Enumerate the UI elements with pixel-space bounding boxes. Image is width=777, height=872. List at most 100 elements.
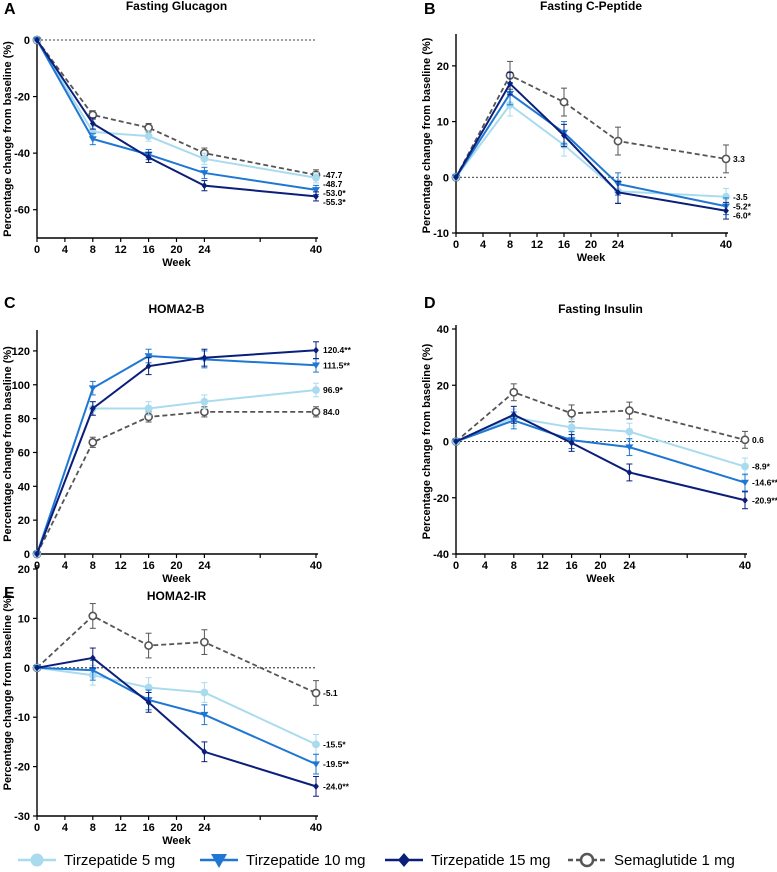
x-tick-label: 40: [739, 560, 751, 572]
x-tick-label: 40: [310, 822, 322, 834]
data-point: [200, 688, 209, 697]
y-tick-label: 120: [12, 346, 30, 358]
panel-title: Fasting Insulin: [558, 302, 643, 316]
data-point: [311, 407, 321, 417]
x-tick-label: 0: [34, 244, 40, 256]
y-tick-label: -10: [14, 712, 30, 724]
panel-title: HOMA2-B: [149, 302, 205, 316]
data-point: [89, 119, 96, 128]
series-line: [36, 614, 317, 694]
x-tick-label: 16: [142, 822, 154, 834]
y-tick-label: 0: [24, 663, 30, 675]
x-tick-label: 20: [170, 560, 182, 572]
legend-marker: [211, 854, 227, 868]
y-axis-label: Percentage change from baseline (%): [2, 346, 14, 542]
data-point: [561, 131, 567, 140]
end-value-label: -47.7: [323, 170, 343, 180]
data-point: [144, 404, 153, 413]
data-point: [145, 153, 152, 161]
x-tick-label: 8: [90, 822, 96, 834]
panel-c: CHOMA2-B1201008060402000481216202440Week…: [2, 295, 352, 585]
y-tick-label: 0: [443, 172, 449, 184]
series-t5: [33, 382, 320, 558]
data-point: [88, 136, 97, 143]
x-tick-label: 16: [142, 560, 154, 572]
panel-letter: A: [4, 1, 16, 18]
y-tick-label: 40: [437, 324, 449, 336]
y-axis-label: Percentage change from baseline (%): [421, 343, 433, 539]
legend-marker: [30, 853, 44, 867]
y-tick-label: 20: [437, 61, 449, 73]
panel-d: D Fasting Insulin 40 20 0 -20 -40 0 4 8 12 16 20 24 40…: [421, 295, 777, 585]
end-value-label: 111.5**: [323, 360, 351, 370]
x-tick-label: 20: [170, 244, 182, 256]
series-sema: [32, 406, 321, 559]
panel-letter: E: [4, 585, 15, 602]
data-point: [312, 740, 320, 749]
end-value-label: -48.7: [323, 179, 343, 189]
panel-e: E HOMA2-IR 20 10 0 -10 -20 -30 0 4 8 12 16 20 24 40 Week…: [2, 564, 350, 847]
data-point: [453, 173, 459, 181]
data-point: [613, 136, 623, 146]
end-value-label: 3.3: [733, 154, 745, 164]
end-value-label: 96.9*: [323, 385, 344, 395]
data-point: [568, 439, 575, 447]
series-line: [455, 413, 746, 502]
data-point: [312, 362, 320, 369]
y-tick-label: -30: [14, 811, 30, 823]
data-point: [313, 192, 319, 201]
panel-a: A Fasting Glucagon 0 -20 -40 -60 0 4 8 12 16 20 24 40…: [2, 0, 346, 269]
x-tick-label: 20: [594, 560, 606, 572]
data-point: [312, 187, 320, 194]
y-tick-label: 80: [18, 414, 30, 426]
x-tick-label: 12: [115, 822, 127, 834]
y-tick-label: -20: [433, 493, 449, 505]
y-tick-label: 40: [18, 481, 30, 493]
data-point: [625, 406, 634, 415]
x-tick-label: 4: [62, 822, 69, 834]
data-point: [201, 182, 208, 190]
x-tick-label: 24: [198, 822, 211, 834]
legend-item-t15: Tirzepatide 15 mg: [385, 852, 551, 869]
end-value-label: -5.2*: [733, 201, 752, 211]
series-line: [36, 666, 317, 766]
panel-title: HOMA2-IR: [147, 589, 207, 603]
panel-letter: B: [424, 1, 436, 18]
x-tick-label: 24: [198, 560, 211, 572]
y-tick-label: -10: [433, 228, 449, 240]
y-tick-label: 10: [18, 613, 30, 625]
data-point: [200, 397, 209, 406]
end-value-label: -55.3*: [323, 197, 346, 207]
x-tick-label: 8: [90, 244, 96, 256]
data-point: [144, 641, 153, 650]
data-point: [741, 462, 749, 471]
end-value-label: -20.9**: [752, 495, 777, 505]
data-point: [34, 550, 40, 558]
x-tick-label: 4: [62, 244, 69, 256]
series-t10: [33, 659, 320, 775]
y-axis-label: Percentage change from baseline (%): [2, 594, 14, 790]
data-point: [313, 346, 319, 354]
series-t15: [34, 341, 319, 558]
data-point: [88, 437, 98, 447]
data-point: [312, 173, 320, 182]
y-tick-label: -40: [14, 148, 30, 160]
data-point: [89, 404, 96, 413]
end-value-label: -3.5: [733, 192, 748, 202]
data-point: [88, 611, 98, 621]
legend-label: Tirzepatide 10 mg: [246, 852, 366, 869]
y-tick-label: 60: [18, 447, 30, 459]
data-point: [88, 385, 97, 392]
legend-item-t10: Tirzepatide 10 mg: [200, 852, 366, 869]
y-tick-label: -60: [14, 205, 30, 217]
series-line: [36, 349, 317, 555]
x-axis-label: Week: [577, 252, 606, 264]
data-point: [144, 132, 153, 141]
x-tick-label: 8: [90, 560, 96, 572]
y-tick-label: 10: [437, 117, 449, 129]
legend-label: Semaglutide 1 mg: [614, 852, 735, 869]
data-point: [626, 468, 633, 477]
x-tick-label: 12: [115, 560, 127, 572]
series-sema: [451, 383, 750, 449]
data-point: [201, 748, 208, 756]
